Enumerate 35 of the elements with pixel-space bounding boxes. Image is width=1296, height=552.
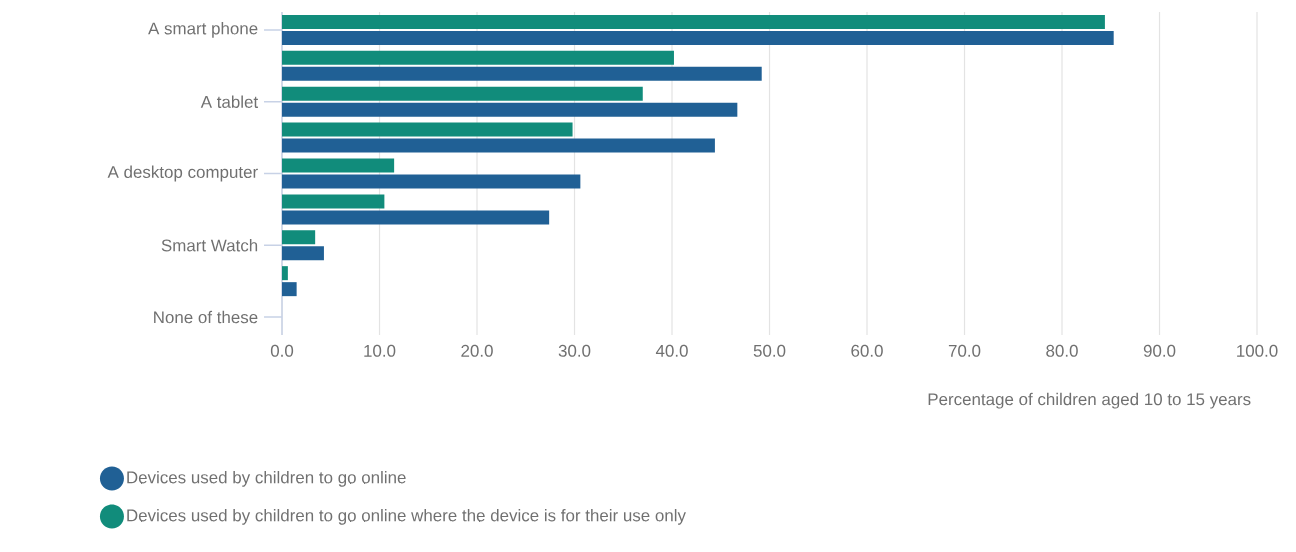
bar: [282, 194, 385, 209]
bar: [282, 174, 581, 189]
x-tick-label: 80.0: [1046, 344, 1078, 357]
y-tick-label: A smart phone: [148, 22, 258, 38]
bar: [282, 30, 1114, 45]
bar: [282, 50, 674, 65]
bar: [282, 210, 550, 225]
y-tick-label: None of these: [154, 310, 258, 324]
x-tick-label: 90.0: [1143, 344, 1176, 357]
x-tick-label: 100.0: [1237, 344, 1278, 357]
y-tick-label: Smart Watch: [161, 239, 258, 252]
x-axis-title: Percentage of children aged 10 to 15 years: [928, 392, 1251, 409]
x-tick-label: 0.0: [270, 344, 294, 357]
bar: [282, 282, 297, 297]
bar: [282, 230, 316, 245]
x-tick-label: 60.0: [851, 344, 883, 357]
x-tick-label: 10.0: [364, 344, 396, 357]
bar: [282, 86, 643, 101]
bar: [282, 158, 395, 173]
y-tick-label: A desktop computer: [107, 165, 258, 182]
bar: [282, 122, 573, 137]
bar: [282, 138, 715, 153]
bar: [282, 266, 288, 281]
legend-label: Devices used by children to go online: [127, 470, 406, 487]
y-tick-label: A tablet: [200, 95, 259, 108]
x-tick-label: 20.0: [461, 344, 493, 357]
x-tick-label: 40.0: [655, 344, 688, 357]
legend-label: Devices used by children to go online where the device is for their use only: [127, 508, 686, 525]
bar: [282, 66, 762, 81]
x-tick-label: 70.0: [948, 344, 981, 357]
bar: [282, 14, 1105, 29]
bar: [282, 246, 324, 261]
x-tick-label: 30.0: [558, 344, 591, 357]
x-tick-label: 50.0: [753, 344, 786, 357]
bar: [282, 102, 738, 117]
